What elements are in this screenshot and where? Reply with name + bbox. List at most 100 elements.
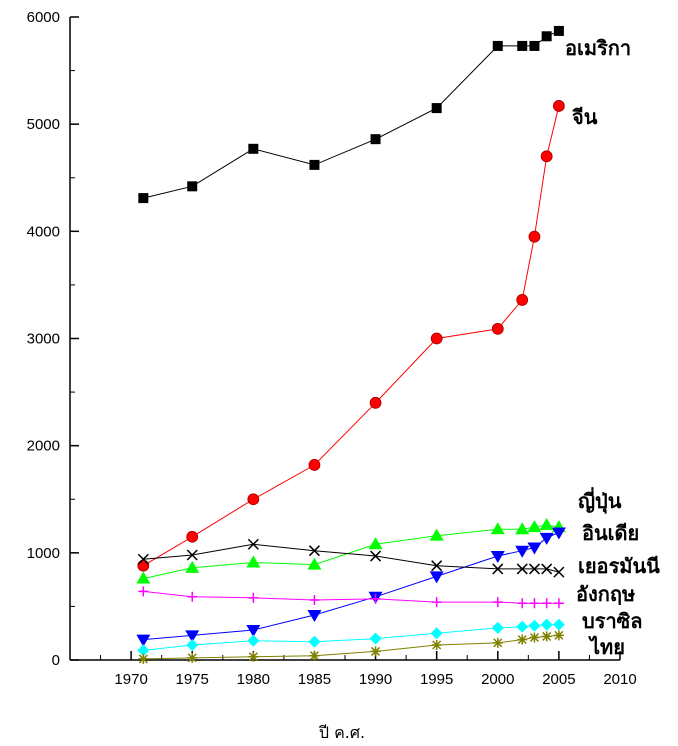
triangle-down-marker: [527, 542, 542, 555]
x-tick-label: 1990: [359, 671, 392, 688]
plus-marker: [553, 598, 564, 609]
axes: 0 1000 2000 3000 4000 5000 6000 1970 1975 1980 198…: [27, 9, 637, 688]
circle-marker: [369, 396, 382, 409]
x-marker: [186, 549, 198, 561]
diamond-marker: [540, 618, 553, 631]
plus-marker: [370, 593, 381, 604]
plus-marker: [492, 597, 503, 608]
circle-marker: [528, 230, 541, 243]
triangle-down-marker: [551, 527, 566, 540]
y-tick-label: 5000: [27, 116, 60, 133]
triangle-down-marker: [307, 609, 322, 622]
series-label: อินเดีย: [582, 521, 639, 545]
square-marker: [138, 193, 149, 204]
square-marker: [431, 103, 442, 114]
plus-marker: [138, 586, 149, 597]
diamond-marker: [528, 619, 541, 632]
series-markers: [136, 25, 566, 664]
series-label: อังกฤษ: [576, 582, 635, 606]
diamond-marker: [430, 627, 443, 640]
triangle-down-marker: [185, 630, 200, 643]
x-marker: [516, 563, 528, 575]
triangle-down-marker: [429, 571, 444, 584]
x-marker: [553, 566, 565, 578]
diamond-marker: [308, 635, 321, 648]
square-marker: [517, 40, 528, 51]
circle-marker: [516, 294, 529, 306]
asterisk-marker: [138, 653, 149, 664]
x-tick-label: 1970: [114, 671, 147, 688]
series-label: ไทย: [588, 635, 625, 659]
triangle-down-marker: [515, 545, 530, 558]
triangle-down-marker: [490, 551, 505, 564]
square-marker: [529, 40, 540, 51]
x-marker: [492, 563, 504, 575]
asterisk-marker: [431, 639, 442, 650]
x-marker: [247, 538, 259, 550]
series-labels: อเมริกาจีนญี่ปุ่นอินเดียเยอรมันนีอังกฤษบ…: [565, 36, 660, 659]
square-marker: [248, 143, 259, 154]
plus-marker: [187, 591, 198, 602]
circle-marker: [137, 559, 150, 572]
square-marker: [492, 40, 503, 51]
series-line: [143, 30, 560, 199]
y-tick-label: 6000: [27, 9, 60, 26]
x-tick-label: 1985: [298, 671, 331, 688]
series-label: ญี่ปุ่น: [578, 486, 622, 514]
y-tick-label: 1000: [27, 545, 60, 562]
series-label: เยอรมันนี: [578, 554, 660, 578]
plus-marker: [248, 592, 259, 603]
series-label: บราซิล: [582, 609, 643, 633]
circle-marker: [430, 332, 443, 345]
circle-marker: [247, 493, 260, 506]
asterisk-marker: [553, 630, 564, 641]
triangle-down-marker: [539, 532, 554, 545]
series-lines: [143, 30, 560, 660]
x-marker: [541, 563, 553, 575]
triangle-up-marker: [490, 522, 505, 535]
square-marker: [553, 25, 564, 36]
asterisk-marker: [541, 631, 552, 642]
square-marker: [541, 31, 552, 42]
x-tick-label: 1980: [237, 671, 270, 688]
x-marker: [431, 560, 443, 572]
asterisk-marker: [492, 637, 503, 648]
series-line: [143, 105, 560, 567]
y-tick-label: 3000: [27, 331, 60, 348]
series-line: [143, 634, 559, 660]
plus-marker: [529, 598, 540, 609]
series-label: อเมริกา: [565, 36, 631, 60]
diamond-marker: [491, 621, 504, 634]
triangle-up-marker: [527, 520, 542, 533]
circle-marker: [552, 100, 565, 112]
diamond-marker: [137, 644, 150, 657]
x-tick-label: 2010: [603, 671, 636, 688]
x-marker: [528, 563, 540, 575]
x-tick-label: 1995: [420, 671, 453, 688]
asterisk-marker: [187, 652, 198, 663]
circle-marker: [491, 322, 504, 335]
triangle-up-marker: [539, 517, 554, 530]
triangle-up-marker: [429, 528, 444, 541]
diamond-marker: [369, 632, 382, 645]
x-tick-label: 1975: [176, 671, 209, 688]
y-tick-label: 0: [52, 652, 60, 669]
x-axis-title: ปี ค.ศ.: [318, 723, 365, 742]
asterisk-marker: [309, 650, 320, 661]
x-marker: [308, 545, 320, 557]
plus-marker: [431, 597, 442, 608]
x-marker: [137, 553, 149, 565]
triangle-up-marker: [307, 557, 322, 570]
circle-marker: [186, 530, 199, 543]
asterisk-marker: [248, 651, 259, 662]
square-marker: [187, 181, 198, 192]
plus-marker: [541, 598, 552, 609]
y-tick-label: 4000: [27, 223, 60, 240]
x-tick-label: 2005: [542, 671, 575, 688]
triangle-down-marker: [136, 634, 151, 647]
square-marker: [370, 134, 381, 145]
series-label: จีน: [572, 105, 598, 129]
diamond-marker: [552, 618, 565, 631]
circle-marker: [308, 459, 321, 471]
